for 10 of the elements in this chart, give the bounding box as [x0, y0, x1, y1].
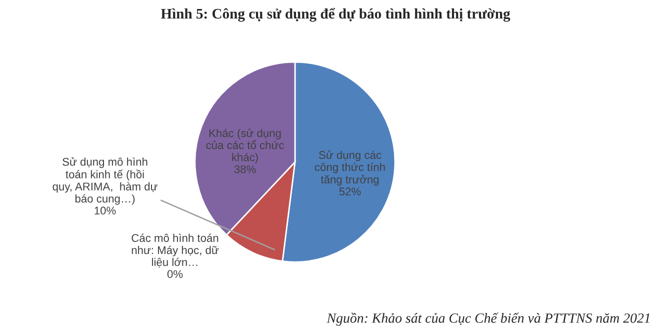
data-label: 52% [339, 188, 361, 196]
category-label: Các mô hình toán như: Máy học, dữ liệu lớn… [132, 234, 219, 268]
slice-label: Khác (sử dụng của các tổ chức khác) [206, 128, 284, 164]
data-label: 10% [94, 206, 116, 215]
chart-title: Hình 5: Công cụ sử dụng để dự báo tình hình thị trường [160, 8, 510, 22]
data-label: 38% [234, 165, 256, 174]
text: Nguồn: Khảo sát của Cục Chế biến và PTTTNS năm 2021 [326, 312, 650, 326]
slice-label: Sử dụng mô hình toán kinh tế (hồi quy, ARIMA, hàm dự báo cung…) [52, 157, 158, 205]
slice-label: Sử dụng các công thức tính tăng trưởng [314, 150, 385, 186]
text: 0% [167, 270, 183, 278]
